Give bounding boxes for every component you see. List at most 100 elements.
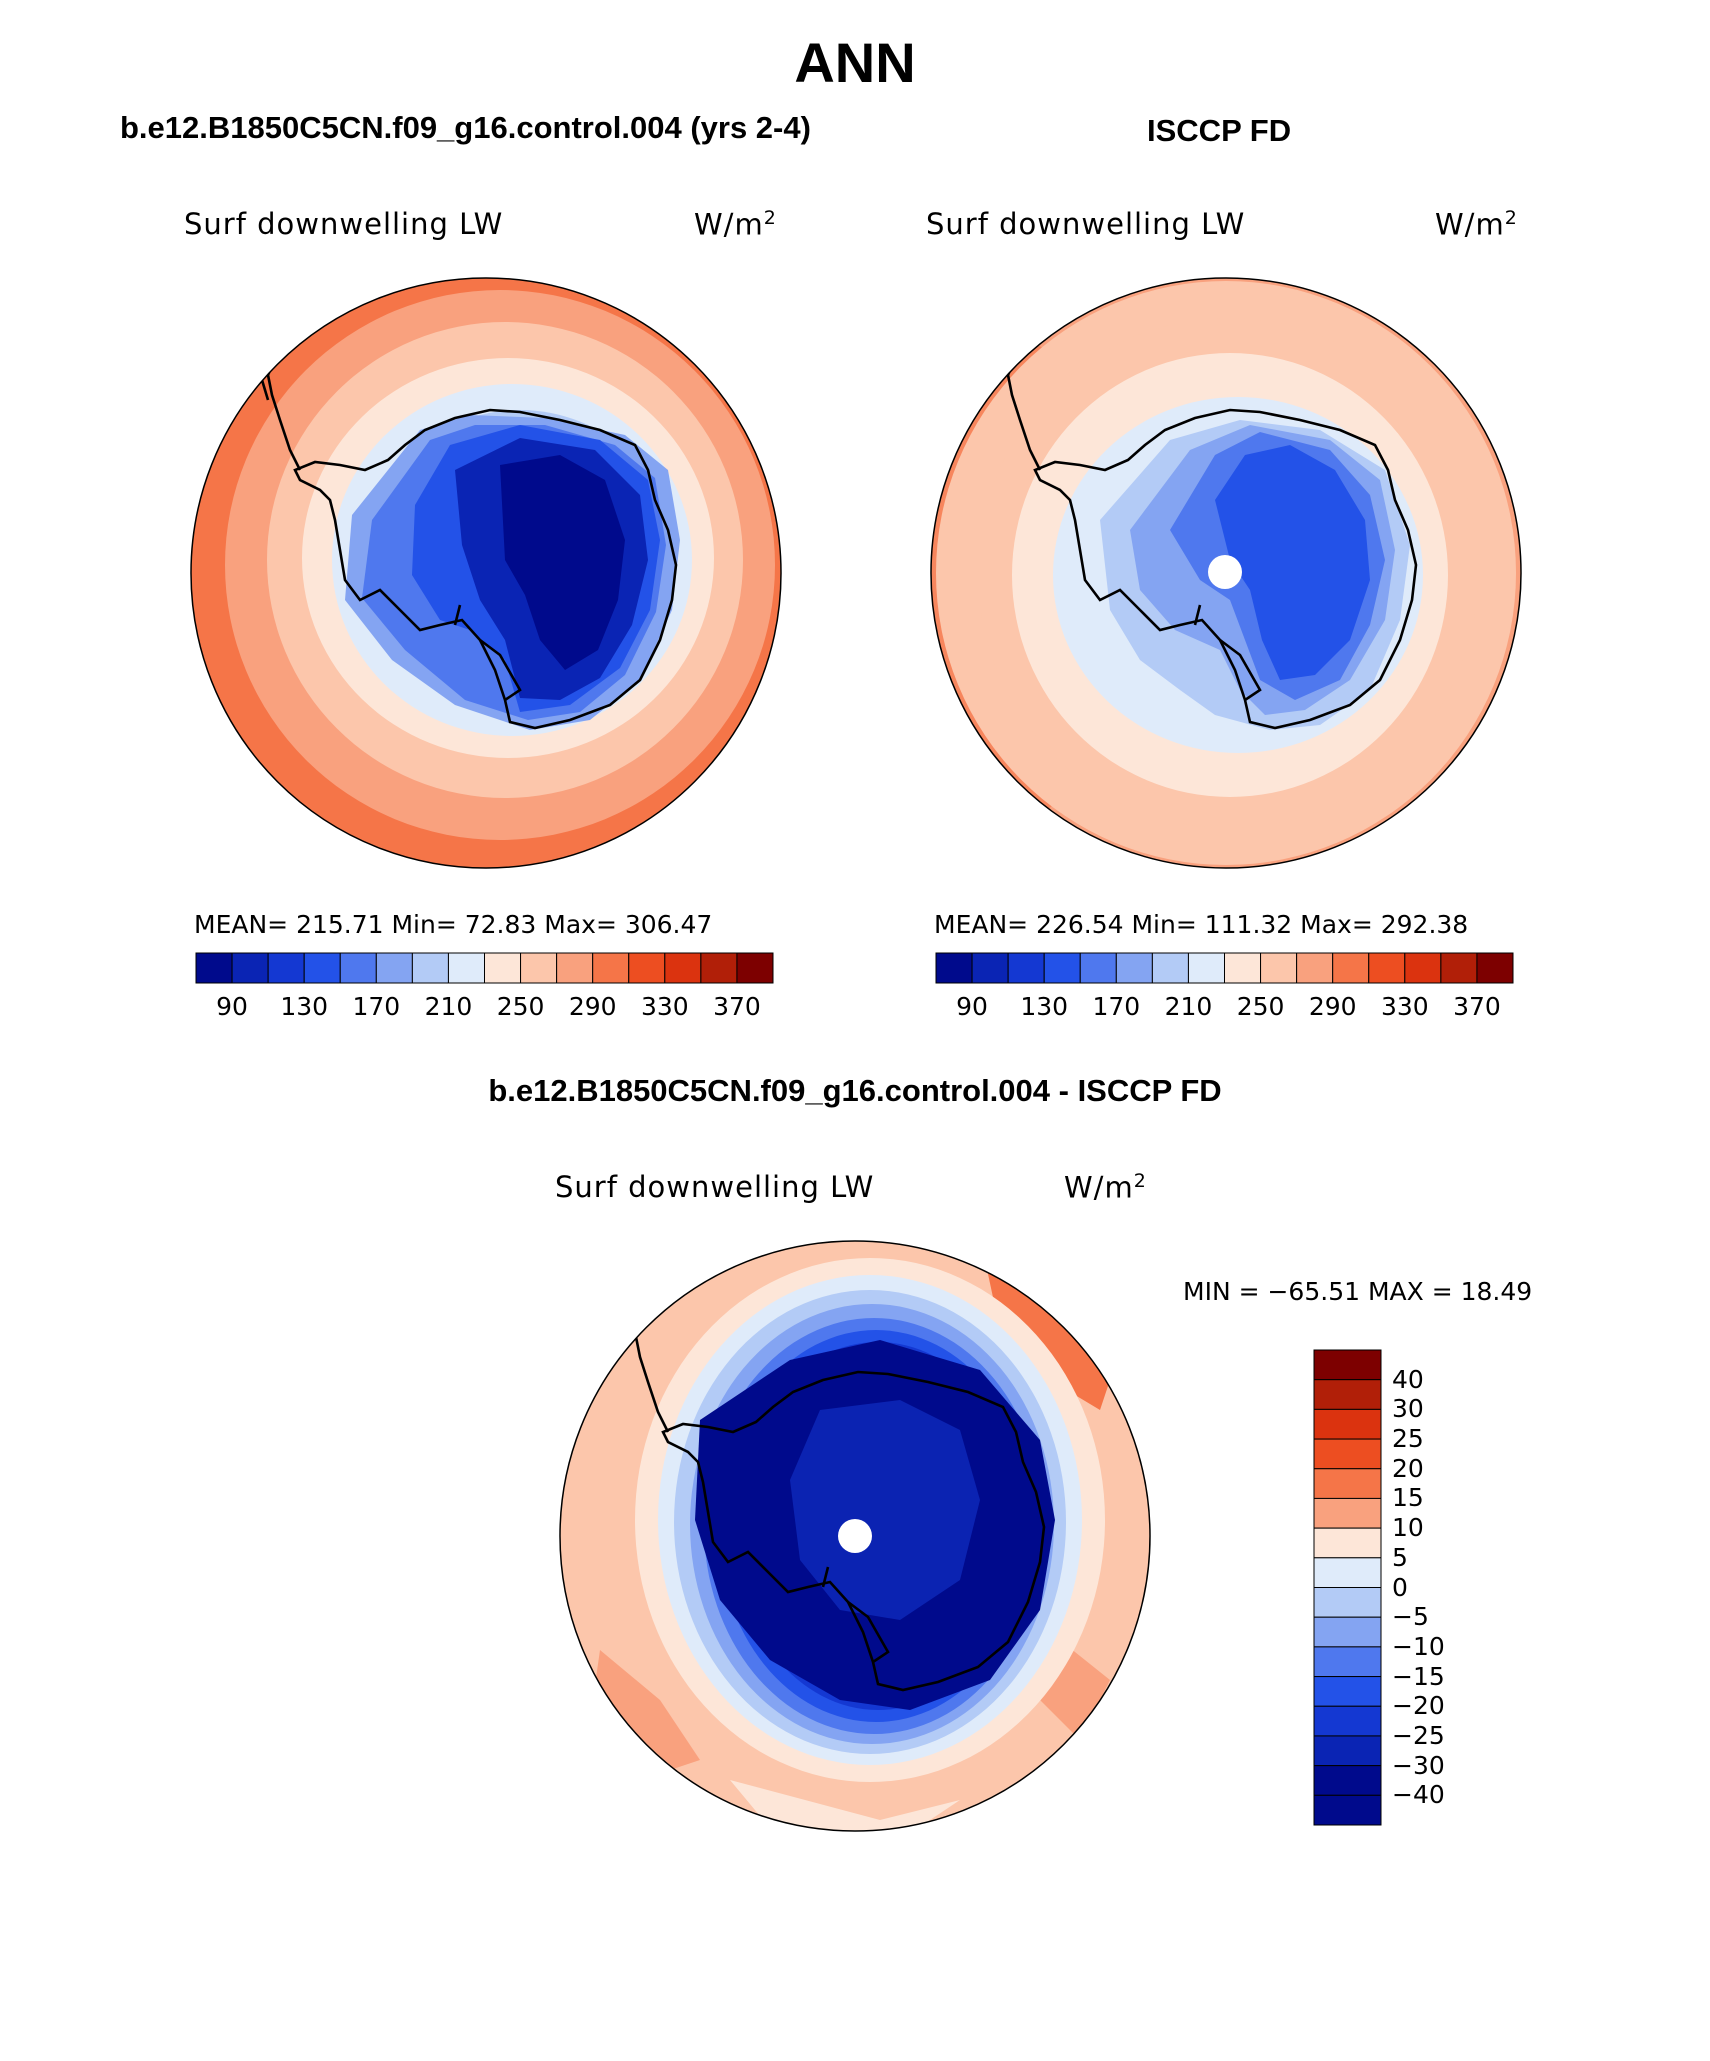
panel2-colorbar-swatch <box>1151 952 1189 984</box>
panel3-colorbar-tick-label: −30 <box>1392 1750 1445 1780</box>
panel3-stats: MIN = −65.51 MAX = 18.49 <box>1183 1277 1533 1306</box>
panel3-colorbar-swatch <box>1313 1616 1382 1648</box>
panel3-colorbar-tick-label: −40 <box>1392 1780 1445 1810</box>
panel3-case-title: b.e12.B1850C5CN.f09_g16.control.004 - IS… <box>488 1073 1222 1108</box>
panel2-colorbar-swatch <box>1079 952 1117 984</box>
panel1-stats: MEAN= 215.71 Min= 72.83 Max= 306.47 <box>194 910 713 939</box>
panel2-colorbar-swatch <box>1007 952 1045 984</box>
panel2-colorbar-tick-label: 90 <box>956 992 988 1021</box>
panel3-colorbar-swatch <box>1313 1646 1382 1678</box>
panel3-colorbar <box>1313 1349 1382 1826</box>
panel2-colorbar-swatch <box>1404 952 1442 984</box>
panel1-colorbar-swatch <box>628 952 666 984</box>
panel1-colorbar-swatch <box>195 952 233 984</box>
panel1-colorbar-tick-label: 130 <box>280 992 329 1021</box>
panel2-colorbar <box>935 952 1514 984</box>
panel3-colorbar-swatch <box>1313 1438 1382 1470</box>
panel1-colorbar-swatch <box>592 952 630 984</box>
panel1-colorbar-swatch <box>520 952 558 984</box>
panel2-colorbar-swatch <box>1187 952 1226 984</box>
panel2-colorbar-tick-label: 330 <box>1380 992 1429 1021</box>
panel1-colorbar-swatch <box>484 952 522 984</box>
panel3-colorbar-tick-label: 0 <box>1392 1572 1408 1602</box>
panel3-colorbar-swatch <box>1313 1408 1382 1440</box>
panel2-colorbar-swatch <box>1296 952 1334 984</box>
panel3-colorbar-tick-label: 40 <box>1392 1364 1424 1394</box>
panel2-colorbar-tick-label: 370 <box>1453 992 1501 1021</box>
panel2-colorbar-tick-label: 250 <box>1236 992 1285 1021</box>
panel2-colorbar-swatch <box>1224 952 1262 984</box>
panel3-colorbar-tick-label: −5 <box>1392 1602 1429 1632</box>
panel2-case-title: ISCCP FD <box>1147 113 1292 148</box>
panel3-pole-hole <box>838 1519 872 1553</box>
panel1-colorbar-tick-label: 290 <box>568 992 617 1021</box>
panel3-colorbar-tick-label: 25 <box>1392 1424 1424 1454</box>
panel1-colorbar-tick-label: 210 <box>424 992 473 1021</box>
panel3-colorbar-tick-label: 20 <box>1392 1453 1424 1483</box>
panel1-colorbar-swatch <box>556 952 594 984</box>
panel1-colorbar-tick-label: 170 <box>352 992 401 1021</box>
panel2-colorbar-swatch <box>1043 952 1081 984</box>
panel3-colorbar-swatch <box>1313 1379 1382 1410</box>
panel2-variable-name: Surf downwelling LW <box>926 207 1246 241</box>
panel3-units: W/m2 <box>1064 1170 1147 1205</box>
panel1-colorbar-swatch <box>231 952 269 984</box>
panel3-colorbar-swatch <box>1313 1468 1382 1499</box>
panel3-colorbar-swatch <box>1313 1735 1382 1767</box>
panel1-colorbar-swatch <box>303 952 341 984</box>
panel1-colorbar-tick-label: 250 <box>496 992 545 1021</box>
panel1-colorbar-tick-label: 330 <box>640 992 689 1021</box>
panel3-colorbar-tick-label: 15 <box>1392 1483 1424 1513</box>
panel2-colorbar-swatch <box>1440 952 1478 984</box>
panel3-colorbar-swatch <box>1313 1557 1382 1588</box>
panel2-units: W/m2 <box>1435 207 1518 242</box>
panel3-colorbar-tick-label: −25 <box>1392 1720 1445 1750</box>
panel1-colorbar-swatch <box>700 952 738 984</box>
panel1-colorbar <box>195 952 774 984</box>
page-title: ANN <box>794 31 916 94</box>
panel1-colorbar-swatch <box>664 952 702 984</box>
panel1-colorbar-swatch <box>736 952 774 984</box>
panel2-stats: MEAN= 226.54 Min= 111.32 Max= 292.38 <box>934 910 1469 939</box>
panel3-colorbar-swatch <box>1313 1705 1382 1737</box>
panel3-colorbar-tick-label: −15 <box>1392 1661 1445 1691</box>
panel1-units: W/m2 <box>694 207 777 242</box>
panel3-colorbar-swatch <box>1313 1587 1382 1618</box>
panel3-contour-fill <box>560 1241 1150 1831</box>
panel2-colorbar-swatch <box>1368 952 1406 984</box>
panel2-colorbar-tick-label: 170 <box>1092 992 1141 1021</box>
panel1-colorbar-swatch <box>339 952 377 984</box>
panel1-contour-fill <box>191 278 781 868</box>
panel3-colorbar-swatch <box>1313 1676 1382 1707</box>
panel1-colorbar-swatch <box>411 952 449 984</box>
panel3-colorbar-swatch <box>1313 1497 1382 1529</box>
panel1-colorbar-swatch <box>447 952 486 984</box>
panel2-colorbar-tick-label: 290 <box>1308 992 1357 1021</box>
panel1-case-title: b.e12.B1850C5CN.f09_g16.control.004 (yrs… <box>120 110 811 145</box>
panel3-colorbar-tick-label: 30 <box>1392 1394 1424 1424</box>
panel2-colorbar-swatch <box>971 952 1009 984</box>
panel2-colorbar-tick-label: 210 <box>1164 992 1213 1021</box>
panel2-colorbar-swatch <box>1332 952 1370 984</box>
panel1-coastline <box>260 339 678 730</box>
panel3-colorbar-swatch <box>1313 1349 1382 1381</box>
panel3-colorbar-tick-label: −10 <box>1392 1631 1445 1661</box>
panel1-variable-name: Surf downwelling LW <box>184 207 504 241</box>
panel1-colorbar-swatch <box>267 952 305 984</box>
panel3-colorbar-swatch <box>1313 1765 1382 1796</box>
panel2-colorbar-tick-label: 130 <box>1020 992 1069 1021</box>
panel2-colorbar-swatch <box>935 952 973 984</box>
panel2-colorbar-swatch <box>1260 952 1298 984</box>
panel3-colorbar-tick-label: −20 <box>1392 1691 1445 1721</box>
panel1-colorbar-swatch <box>375 952 413 984</box>
panel1-colorbar-tick-label: 370 <box>713 992 761 1021</box>
panel2-colorbar-swatch <box>1476 952 1514 984</box>
panel3-variable-name: Surf downwelling LW <box>555 1170 875 1204</box>
panel3-colorbar-tick-label: 5 <box>1392 1542 1408 1572</box>
panel3-colorbar-tick-label: 10 <box>1392 1513 1424 1543</box>
panel2-colorbar-swatch <box>1115 952 1153 984</box>
panel3-colorbar-swatch <box>1313 1527 1382 1559</box>
